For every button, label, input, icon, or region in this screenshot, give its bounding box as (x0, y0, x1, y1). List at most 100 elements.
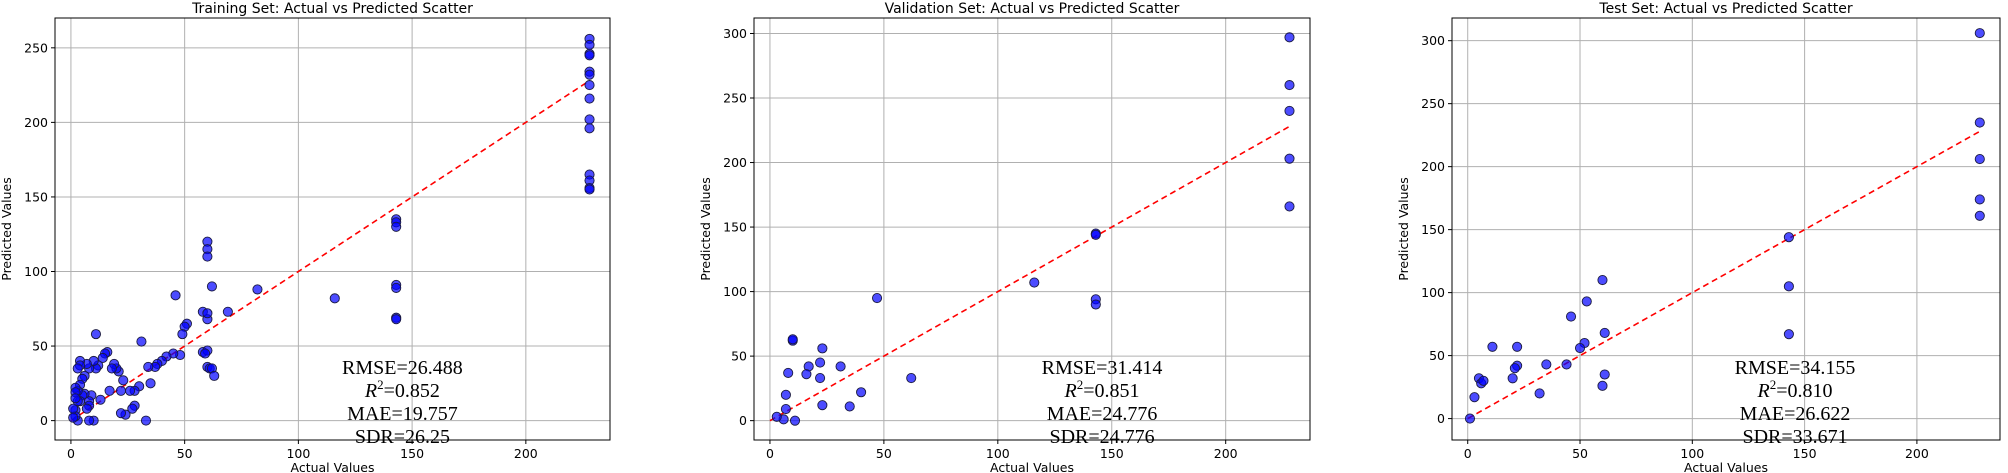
train-metric-rmse: RMSE=26.488 (342, 357, 463, 379)
train-x-axis-label: Actual Values (291, 460, 375, 473)
val-point (817, 343, 828, 354)
test-xtick-label: 150 (1793, 446, 1817, 461)
train-point (118, 375, 129, 386)
val-point (815, 373, 826, 384)
train-point (329, 293, 340, 304)
train-point (81, 403, 92, 414)
train-point (104, 385, 115, 396)
test-point (1509, 363, 1520, 374)
val-point (871, 292, 883, 304)
test-point (1597, 380, 1608, 391)
test-chart-title: Test Set: Actual vs Predicted Scatter (1598, 1, 1852, 17)
train-point (145, 378, 156, 389)
val-point (817, 400, 828, 411)
train-metric-r2: R2=0.852 (364, 377, 440, 402)
train-point (222, 306, 233, 317)
train-metric-sdr: SDR=26.25 (355, 426, 450, 448)
train-point (209, 370, 220, 381)
test-point (1507, 373, 1518, 384)
test-metric-r2-value: =0.810 (1776, 380, 1832, 402)
train-point (391, 314, 402, 325)
val-point (1284, 153, 1295, 164)
test-xtick-label: 200 (1905, 446, 1929, 461)
train-xtick-label: 200 (514, 446, 538, 461)
val-x-axis-label: Actual Values (990, 460, 1074, 473)
train-xtick-label: 50 (177, 446, 193, 461)
test-point (1581, 296, 1592, 307)
val-metric-r2-symbol: R (1064, 380, 1077, 402)
test-point (1599, 327, 1610, 338)
test-point (1541, 359, 1552, 370)
train-point (72, 363, 83, 374)
val-point (1284, 201, 1295, 212)
train-xtick-label: 0 (67, 446, 75, 461)
train-metric-r2-exponent: 2 (377, 377, 384, 392)
val-ytick-label: 0 (739, 413, 747, 428)
train-point (584, 184, 595, 195)
val-point (815, 357, 826, 368)
val-xtick-label: 150 (1100, 446, 1124, 461)
train-ytick-label: 0 (40, 413, 48, 428)
test-point (1599, 369, 1610, 380)
val-point (1284, 32, 1295, 43)
val-point (1029, 277, 1040, 288)
val-metric-r2-exponent: 2 (1077, 377, 1084, 392)
test-xtick-label: 50 (1572, 446, 1588, 461)
train-ytick-label: 250 (24, 40, 48, 55)
train-y-axis-label: Predicted Values (0, 177, 14, 281)
train-point (202, 251, 213, 262)
train-point (206, 281, 217, 292)
val-ytick-label: 200 (723, 155, 747, 170)
train-point (90, 329, 101, 340)
train-point (106, 363, 117, 374)
train-ytick-label: 150 (24, 189, 48, 204)
val-chart-title: Validation Set: Actual vs Predicted Scat… (885, 1, 1180, 17)
val-reference-line (769, 125, 1290, 422)
test-x-axis-label: Actual Values (1684, 460, 1768, 473)
train-point (84, 415, 95, 426)
train-point (95, 394, 106, 405)
val-xtick-label: 100 (986, 446, 1010, 461)
val-metric-mae: MAE=24.776 (1047, 403, 1158, 425)
test-point (1574, 342, 1586, 354)
val-point (771, 411, 782, 422)
test-ytick-label: 50 (1429, 348, 1445, 363)
test-metric-mae: MAE=26.622 (1740, 403, 1851, 425)
test-ytick-label: 250 (1421, 96, 1445, 111)
val-point (780, 389, 791, 400)
train-point (125, 385, 136, 396)
subplot-test: 0 50 100 150 200 0 50 100 150 200 250 300 Test Set: … (1396, 1, 2001, 473)
test-metric-r2-symbol: R (1757, 380, 1770, 402)
test-reference-line (1467, 130, 1981, 420)
test-point (1974, 28, 1985, 39)
val-xtick-label: 0 (766, 446, 774, 461)
train-metric-r2-symbol: R (364, 380, 377, 402)
val-ytick-label: 250 (723, 91, 747, 106)
test-point (1597, 274, 1608, 286)
val-point (835, 361, 846, 372)
val-xtick-label: 200 (1214, 446, 1238, 461)
train-point (391, 221, 402, 232)
train-point (97, 352, 108, 364)
val-xtick-label: 50 (876, 446, 892, 461)
val-ytick-label: 50 (731, 349, 747, 364)
test-ytick-label: 200 (1421, 159, 1445, 174)
val-point (906, 373, 917, 384)
train-xtick-label: 100 (286, 446, 310, 461)
test-xtick-label: 0 (1464, 446, 1472, 461)
test-point (1974, 210, 1985, 221)
val-ytick-label: 150 (723, 220, 747, 235)
test-point (1783, 281, 1794, 292)
val-point (1090, 299, 1101, 310)
test-point (1464, 413, 1476, 424)
train-point (136, 336, 147, 347)
train-point (177, 329, 188, 340)
train-ytick-label: 50 (32, 339, 48, 354)
test-point (1974, 194, 1985, 205)
train-ytick-label: 200 (24, 115, 48, 130)
train-point (252, 284, 263, 295)
test-point (1783, 329, 1794, 340)
val-point (801, 369, 812, 380)
test-point (1974, 117, 1985, 128)
